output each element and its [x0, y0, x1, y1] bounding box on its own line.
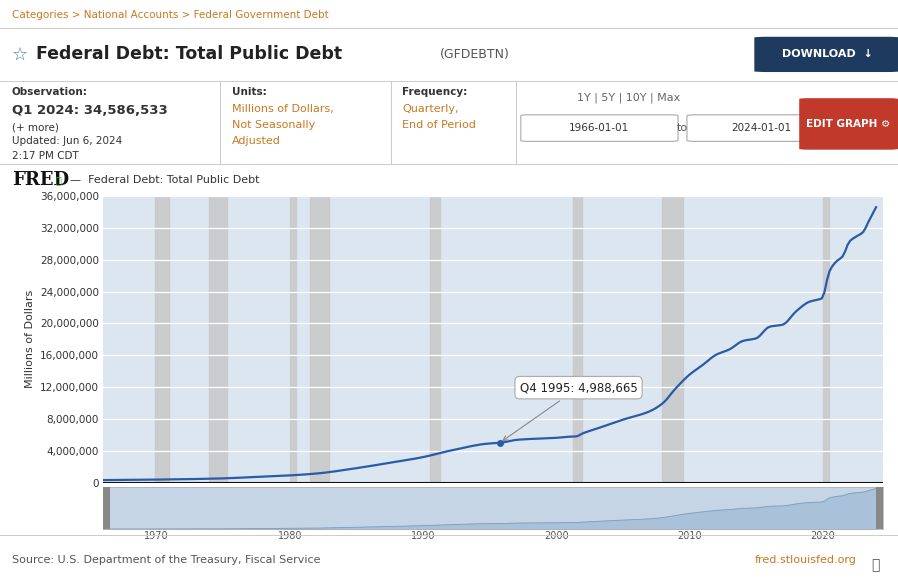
- Text: End of Period: End of Period: [402, 120, 476, 130]
- Text: (+ more): (+ more): [12, 122, 58, 132]
- Bar: [208, 196, 226, 483]
- Bar: [155, 196, 169, 483]
- Text: 1Y | 5Y | 10Y | Max: 1Y | 5Y | 10Y | Max: [577, 92, 680, 102]
- Bar: [876, 487, 883, 529]
- Text: Source: U.S. Department of the Treasury, Fiscal Service: Source: U.S. Department of the Treasury,…: [12, 555, 321, 565]
- Text: ⛶: ⛶: [871, 558, 880, 572]
- Text: FRED: FRED: [12, 171, 69, 189]
- Bar: [823, 196, 830, 483]
- Text: Updated: Jun 6, 2024: Updated: Jun 6, 2024: [12, 136, 122, 146]
- Text: EDIT GRAPH ⚙: EDIT GRAPH ⚙: [806, 119, 891, 129]
- Bar: [662, 196, 682, 483]
- Y-axis label: Millions of Dollars: Millions of Dollars: [24, 290, 34, 388]
- Text: Quarterly,: Quarterly,: [402, 104, 459, 114]
- Text: Categories > National Accounts > Federal Government Debt: Categories > National Accounts > Federal…: [12, 11, 329, 20]
- Text: 2:17 PM CDT: 2:17 PM CDT: [12, 150, 78, 160]
- Text: Frequency:: Frequency:: [402, 87, 468, 97]
- Text: 📈: 📈: [56, 175, 62, 185]
- Text: Q4 1995: 4,988,665: Q4 1995: 4,988,665: [503, 381, 638, 441]
- FancyBboxPatch shape: [687, 115, 835, 142]
- Bar: [310, 196, 329, 483]
- Text: Q1 2024: 34,586,533: Q1 2024: 34,586,533: [12, 104, 167, 117]
- Text: Adjusted: Adjusted: [232, 136, 280, 146]
- Text: Observation:: Observation:: [12, 87, 87, 97]
- Text: fred.stlouisfed.org: fred.stlouisfed.org: [754, 555, 856, 565]
- Text: (GFDEBTN): (GFDEBTN): [440, 48, 510, 61]
- Text: Units:: Units:: [232, 87, 267, 97]
- FancyBboxPatch shape: [521, 115, 678, 142]
- Bar: [573, 196, 582, 483]
- FancyBboxPatch shape: [754, 37, 898, 72]
- Text: Federal Debt: Total Public Debt: Federal Debt: Total Public Debt: [36, 46, 342, 63]
- Text: Not Seasonally: Not Seasonally: [232, 120, 315, 130]
- Text: 2024-01-01: 2024-01-01: [732, 123, 791, 133]
- Bar: [430, 196, 440, 483]
- Text: 1966-01-01: 1966-01-01: [568, 123, 629, 133]
- Text: Millions of Dollars,: Millions of Dollars,: [232, 104, 333, 114]
- FancyBboxPatch shape: [799, 98, 898, 150]
- Text: —  Federal Debt: Total Public Debt: — Federal Debt: Total Public Debt: [70, 175, 260, 185]
- Bar: [290, 196, 296, 483]
- Text: to: to: [677, 123, 688, 133]
- Bar: [103, 487, 110, 529]
- Text: ☆: ☆: [12, 46, 28, 63]
- Text: DOWNLOAD  ↓: DOWNLOAD ↓: [781, 49, 873, 60]
